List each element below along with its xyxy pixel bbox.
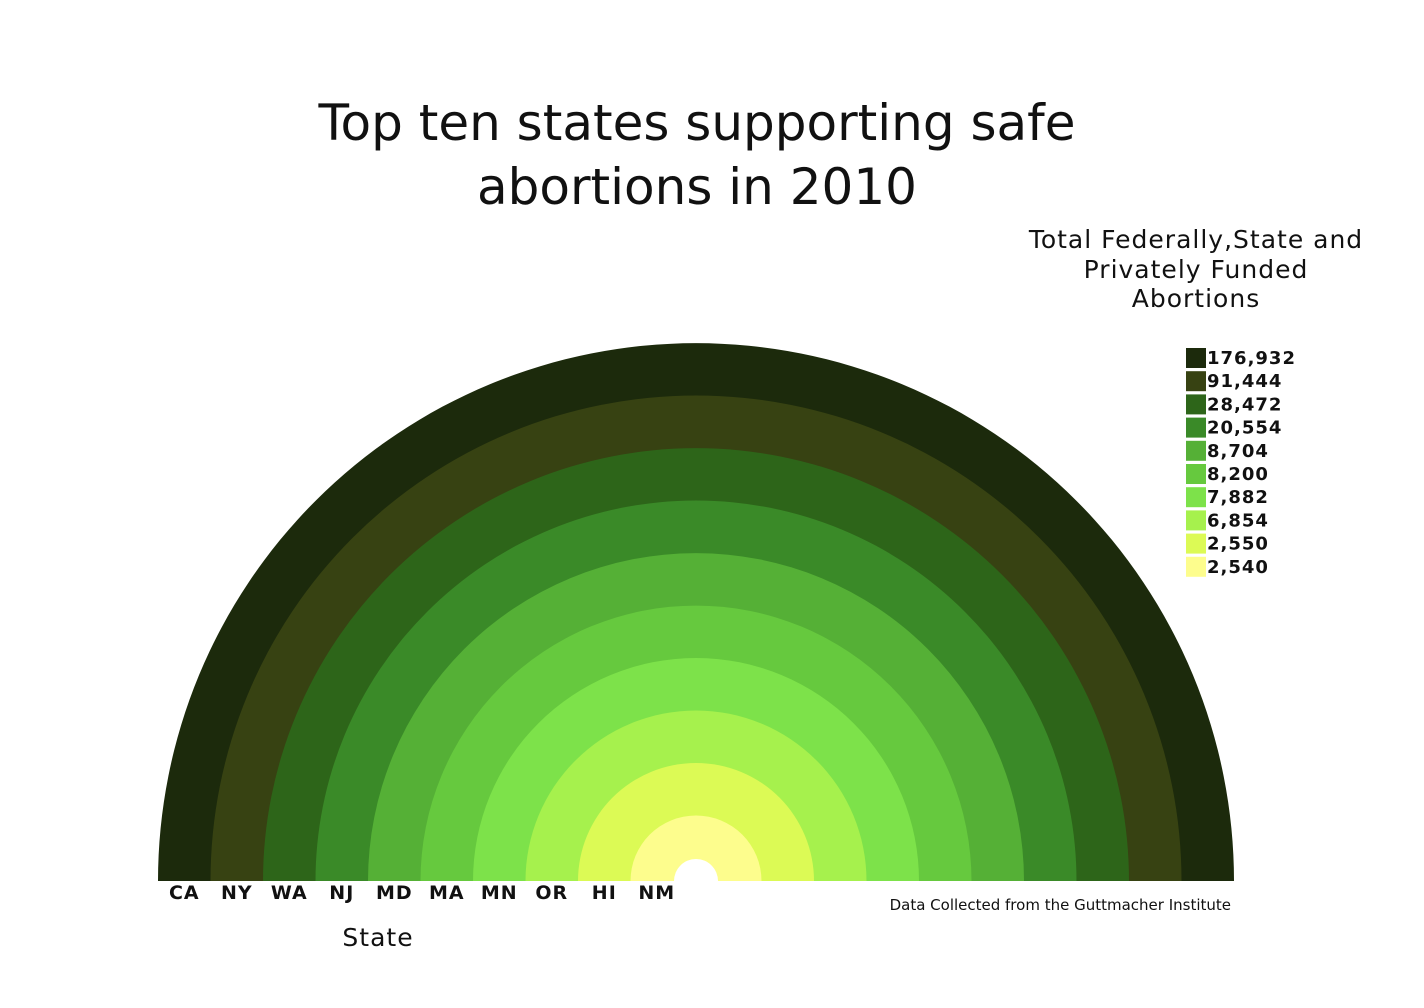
legend-swatch-mn (1186, 487, 1206, 508)
tick-label-hi: HI (592, 882, 617, 904)
legend-label-nj: 20,554 (1207, 418, 1282, 439)
legend-label-ca: 176,932 (1207, 348, 1296, 369)
state-axis-ticks: CA NY WA NJ MD MA MN OR HI NM (169, 882, 675, 904)
legend-label-or: 6,854 (1207, 510, 1269, 531)
legend-label-hi: 2,550 (1207, 534, 1269, 555)
tick-label-ny: NY (221, 882, 253, 904)
tick-label-nm: NM (638, 882, 675, 904)
legend-title-line-3: Abortions (1132, 284, 1260, 313)
legend-title-line-2: Privately Funded (1084, 255, 1309, 284)
legend-swatch-ca (1186, 348, 1206, 368)
tick-label-wa: WA (271, 882, 308, 904)
legend-swatch-ma (1186, 464, 1206, 484)
tick-label-nj: NJ (329, 882, 354, 904)
source-note: Data Collected from the Guttmacher Insti… (890, 896, 1231, 914)
legend-swatch-wa (1186, 394, 1206, 415)
tick-label-md: MD (376, 882, 413, 904)
chart-title-line-1: Top ten states supporting safe (317, 94, 1075, 152)
x-axis-label: State (342, 923, 413, 952)
tick-label-mn: MN (481, 882, 518, 904)
legend-swatch-md (1186, 440, 1206, 461)
tick-label-or: OR (535, 882, 568, 904)
semicircle-rings (158, 343, 1234, 882)
chart-title-line-2: abortions in 2010 (477, 158, 917, 216)
center-hole (674, 859, 718, 881)
legend-swatch-or (1186, 510, 1206, 531)
legend-swatch-hi (1186, 533, 1206, 554)
legend-swatch-ny (1186, 371, 1206, 392)
legend-label-ma: 8,200 (1207, 464, 1269, 485)
legend-label-nm: 2,540 (1207, 557, 1269, 578)
legend-label-ny: 91,444 (1207, 371, 1282, 392)
ring-nm (630, 815, 762, 881)
legend-swatch-nm (1186, 556, 1206, 577)
legend-label-wa: 28,472 (1207, 394, 1282, 415)
legend-label-md: 8,704 (1207, 441, 1269, 462)
legend-label-mn: 7,882 (1207, 487, 1269, 508)
tick-label-ma: MA (429, 882, 465, 904)
legend-title-line-1: Total Federally,State and (1028, 225, 1363, 254)
legend-swatch-nj (1186, 417, 1206, 438)
tick-label-ca: CA (169, 882, 200, 904)
